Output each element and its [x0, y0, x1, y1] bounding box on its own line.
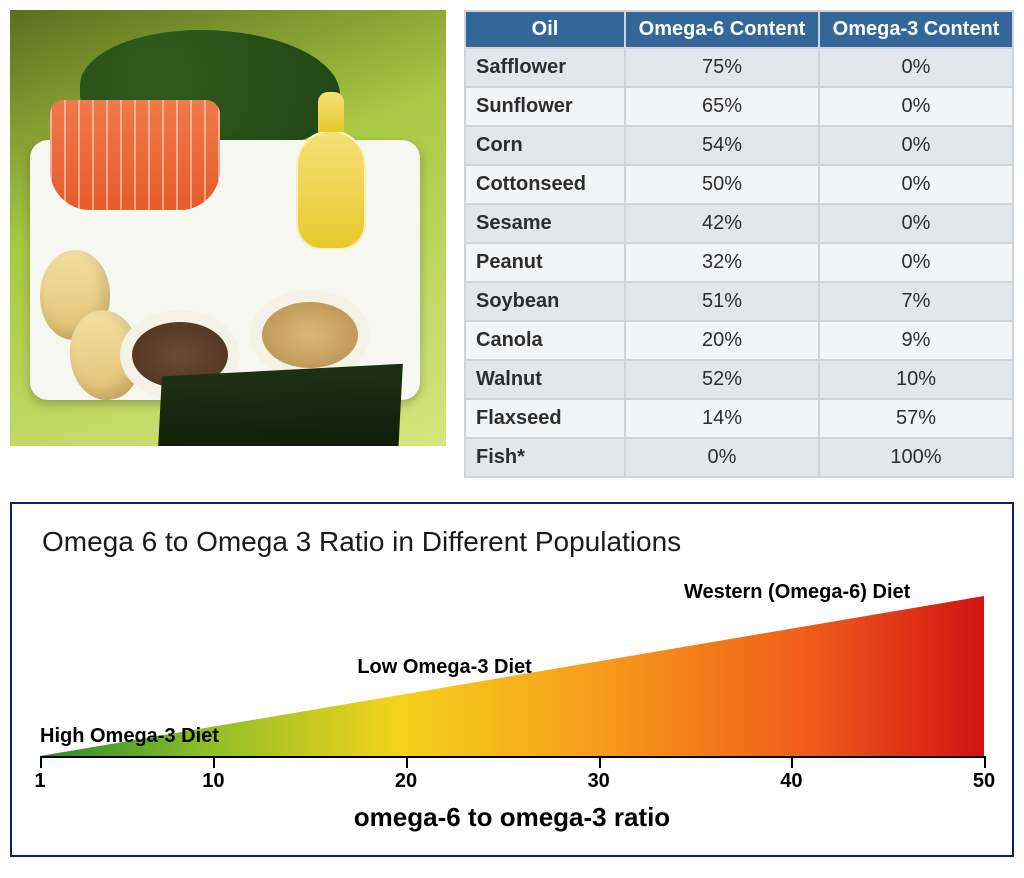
table-row: Cottonseed50%0%	[465, 165, 1013, 204]
table-row: Sesame42%0%	[465, 204, 1013, 243]
omega6-val: 51%	[625, 282, 819, 321]
oil-name: Sunflower	[465, 87, 625, 126]
diet-label: Low Omega-3 Diet	[357, 656, 531, 679]
table-row: Sunflower65%0%	[465, 87, 1013, 126]
omega3-val: 0%	[819, 48, 1013, 87]
tick-label: 10	[202, 770, 224, 793]
diet-label: High Omega-3 Diet	[40, 725, 219, 748]
omega6-val: 20%	[625, 321, 819, 360]
tick-label: 1	[34, 770, 45, 793]
table-row: Fish*0%100%	[465, 438, 1013, 477]
oil-name: Sesame	[465, 204, 625, 243]
oil-name: Peanut	[465, 243, 625, 282]
omega3-val: 0%	[819, 204, 1013, 243]
col-oil: Oil	[465, 11, 625, 48]
omega3-val: 10%	[819, 360, 1013, 399]
x-axis-label: omega-6 to omega-3 ratio	[40, 802, 984, 833]
table-row: Soybean51%7%	[465, 282, 1013, 321]
table-row: Safflower75%0%	[465, 48, 1013, 87]
omega3-val: 7%	[819, 282, 1013, 321]
omega6-val: 42%	[625, 204, 819, 243]
omega6-val: 50%	[625, 165, 819, 204]
x-axis: 11020304050	[40, 756, 984, 796]
oil-omega-table: Oil Omega-6 Content Omega-3 Content Saff…	[464, 10, 1014, 478]
diet-label: Western (Omega-6) Diet	[684, 581, 910, 604]
table-row: Peanut32%0%	[465, 243, 1013, 282]
ratio-chart-panel: Omega 6 to Omega 3 Ratio in Different Po…	[10, 502, 1014, 857]
oil-name: Canola	[465, 321, 625, 360]
omega3-val: 100%	[819, 438, 1013, 477]
table-row: Corn54%0%	[465, 126, 1013, 165]
tick-label: 20	[395, 770, 417, 793]
omega6-val: 65%	[625, 87, 819, 126]
omega6-val: 14%	[625, 399, 819, 438]
omega3-val: 57%	[819, 399, 1013, 438]
table-row: Flaxseed14%57%	[465, 399, 1013, 438]
tick-label: 40	[780, 770, 802, 793]
oil-name: Flaxseed	[465, 399, 625, 438]
omega3-val: 0%	[819, 87, 1013, 126]
omega6-val: 0%	[625, 438, 819, 477]
oil-name: Soybean	[465, 282, 625, 321]
tick-label: 30	[588, 770, 610, 793]
tick-label: 50	[973, 770, 995, 793]
omega3-val: 9%	[819, 321, 1013, 360]
omega6-val: 54%	[625, 126, 819, 165]
omega6-val: 32%	[625, 243, 819, 282]
table-row: Walnut52%10%	[465, 360, 1013, 399]
chart-title: Omega 6 to Omega 3 Ratio in Different Po…	[42, 526, 984, 558]
omega6-val: 52%	[625, 360, 819, 399]
col-omega6: Omega-6 Content	[625, 11, 819, 48]
omega3-val: 0%	[819, 126, 1013, 165]
food-photo	[10, 10, 446, 446]
ratio-wedge: 11020304050 High Omega-3 DietLow Omega-3…	[40, 566, 984, 796]
oil-name: Cottonseed	[465, 165, 625, 204]
omega3-val: 0%	[819, 165, 1013, 204]
omega3-val: 0%	[819, 243, 1013, 282]
oil-name: Corn	[465, 126, 625, 165]
oil-name: Walnut	[465, 360, 625, 399]
col-omega3: Omega-3 Content	[819, 11, 1013, 48]
oil-name: Safflower	[465, 48, 625, 87]
omega6-val: 75%	[625, 48, 819, 87]
oil-name: Fish*	[465, 438, 625, 477]
table-row: Canola20%9%	[465, 321, 1013, 360]
